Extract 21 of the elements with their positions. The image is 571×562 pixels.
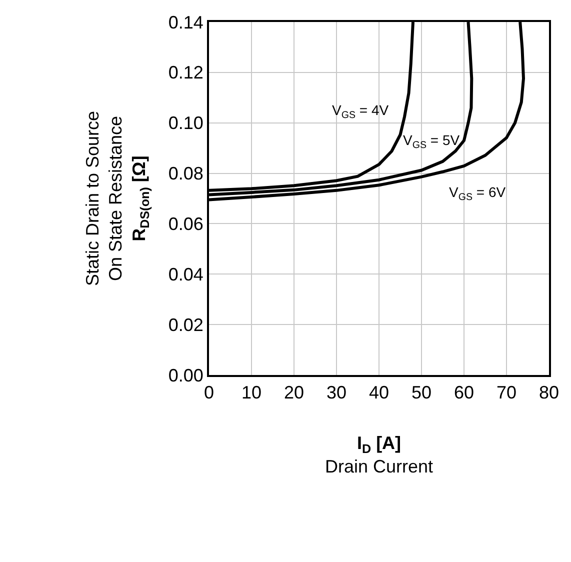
y-tick-label: 0.02 (168, 314, 204, 335)
x-tick-label: 0 (204, 382, 214, 403)
y-tick-label: 0.06 (168, 214, 204, 234)
y-tick-label: 0.00 (168, 365, 204, 386)
x-axis-title: I$_{D}$ [A] Drain Current (324, 433, 434, 477)
y-tick-label: 0.08 (168, 164, 204, 184)
x-tick-label: 70 (496, 382, 517, 403)
y-tick-label: 0.14 (168, 12, 204, 32)
series-label: V$_{GS}$ = 4V (332, 102, 390, 121)
y-tick-label: 0.10 (168, 113, 204, 134)
x-tick-label: 80 (538, 382, 560, 403)
series-label: V$_{GS}$ = 6V (449, 184, 506, 203)
x-tick-label: 50 (411, 382, 432, 403)
x-tick-label: 30 (326, 382, 347, 403)
x-tick-label: 40 (368, 382, 390, 403)
x-tick-label: 10 (241, 382, 262, 403)
x-tick-label: 60 (454, 382, 474, 403)
y-tick-label: 0.12 (168, 62, 204, 83)
y-tick-label: 0.04 (168, 264, 204, 284)
series-label: V$_{GS}$ = 5V (403, 132, 460, 151)
x-tick-label: 20 (284, 382, 304, 403)
